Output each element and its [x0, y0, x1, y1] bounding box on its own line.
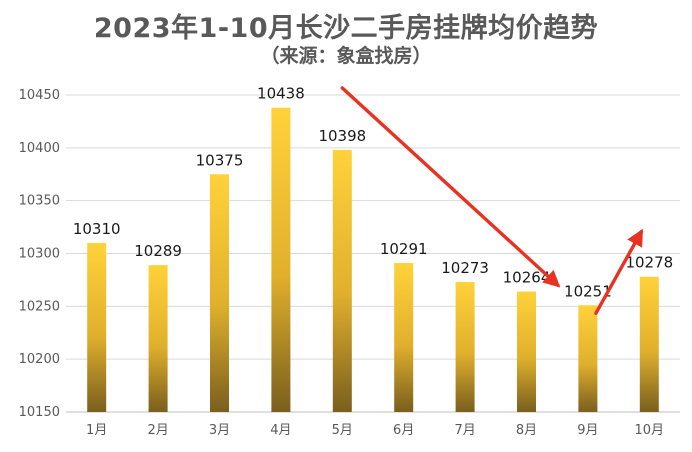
data-label: 10251 [564, 282, 612, 300]
data-label: 10273 [441, 259, 489, 277]
bar [639, 276, 659, 412]
trend-arrows [340, 86, 643, 315]
y-tick-label: 10250 [19, 299, 60, 314]
bar [394, 263, 414, 412]
y-axis: 10150 10200 10250 10300 10350 10400 10450 [19, 88, 60, 420]
x-axis: 1月 2月 3月 4月 5月 6月 7月 8月 9月 10月 [86, 423, 664, 438]
y-tick-label: 10150 [19, 405, 60, 420]
bar [332, 149, 352, 413]
data-label: 10289 [134, 242, 182, 260]
trend-arrow [340, 86, 561, 288]
x-tick-label: 7月 [454, 423, 475, 438]
x-tick-label: 9月 [577, 423, 598, 438]
x-tick-label: 4月 [270, 423, 291, 438]
data-label: 10278 [625, 254, 673, 272]
y-tick-label: 10450 [19, 88, 60, 103]
bar [87, 242, 107, 412]
y-tick-label: 10350 [19, 194, 60, 209]
data-label: 10398 [318, 127, 366, 145]
bar [148, 265, 168, 412]
x-tick-label: 2月 [147, 423, 168, 438]
chart-title: 2023年1-10月长沙二手房挂牌均价趋势 [93, 13, 599, 44]
bar [271, 107, 291, 413]
chart-subtitle: （来源：象盒找房） [260, 45, 432, 67]
bar [455, 282, 475, 412]
data-labels: 10310 10289 10375 10438 10398 10291 10273 10264… [73, 85, 673, 301]
x-tick-label: 10月 [635, 423, 665, 438]
bar [578, 305, 598, 412]
x-tick-label: 5月 [332, 423, 353, 438]
data-label: 10375 [196, 151, 244, 169]
y-tick-label: 10400 [19, 141, 60, 156]
trend-arrow [594, 228, 643, 315]
data-label: 10264 [503, 269, 551, 287]
x-tick-label: 8月 [516, 423, 537, 438]
x-tick-label: 6月 [393, 423, 414, 438]
data-label: 10310 [73, 220, 121, 238]
data-label: 10438 [257, 85, 305, 103]
bar [517, 291, 536, 412]
x-tick-label: 3月 [209, 423, 230, 438]
y-tick-label: 10200 [19, 352, 60, 367]
gridlines [66, 94, 680, 413]
bars [87, 107, 659, 413]
data-label: 10291 [380, 240, 428, 258]
bar [210, 174, 229, 412]
y-tick-label: 10300 [19, 247, 60, 262]
x-tick-label: 1月 [86, 423, 107, 438]
